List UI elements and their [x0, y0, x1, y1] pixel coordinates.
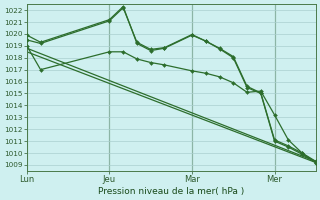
- X-axis label: Pression niveau de la mer( hPa ): Pression niveau de la mer( hPa ): [98, 187, 244, 196]
